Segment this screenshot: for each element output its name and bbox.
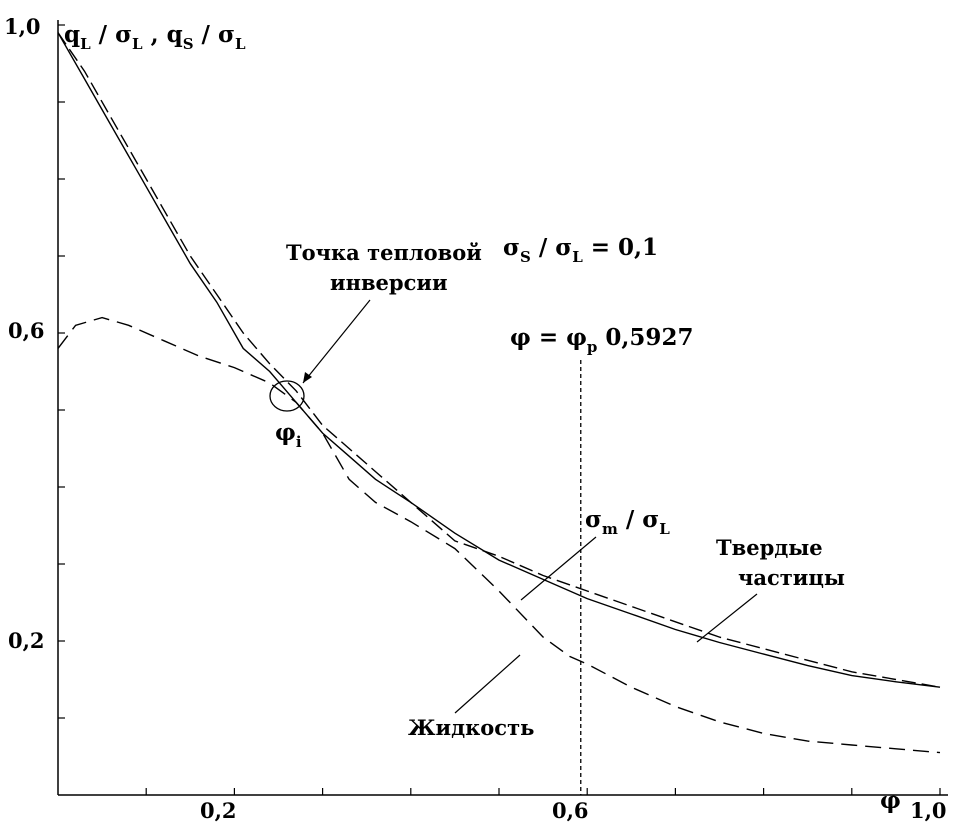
inversion-pointer-arrow [303,372,312,383]
y-minor-ticks [58,24,65,719]
solid-particles-label-line-2: частицы [738,565,845,590]
y-tick-label-06: 0,6 [8,318,45,343]
sigma-m-label: σm / σL [585,506,670,538]
solid-particles-label-line-1: Твердые [716,535,823,560]
x-minor-ticks [145,788,941,795]
liquid-label: Жидкость [408,715,534,740]
series-mixture-solid-line [57,32,941,688]
y-tick-label-02: 0,2 [8,628,45,653]
liquid-pointer-line [454,654,521,714]
series-solid-particles-dashed-line [57,32,941,688]
percolation-label: φ = φp 0,5927 [510,324,693,356]
inversion-pointer-line [302,299,371,384]
x-axis-title: φ [880,787,901,814]
x-tick-label-02: 0,2 [200,798,237,823]
y-axis-title: qL / σL , qS / σL [64,21,246,53]
x-tick-label-06: 0,6 [552,798,589,823]
inversion-label-line-1: Точка тепловой [286,240,482,265]
solid-particles-pointer-line [696,593,758,643]
ratio-label: σS / σL = 0,1 [503,234,658,266]
sigma-m-pointer-line [520,536,597,601]
series-liquid-dashed-line [57,316,941,754]
inversion-point-circle [269,380,305,412]
phi-i-label: φi [275,419,302,451]
inversion-label-line-2: инверсии [330,270,448,295]
y-tick-label-1: 1,0 [4,14,41,39]
x-tick-label-1: 1,0 [910,798,947,823]
